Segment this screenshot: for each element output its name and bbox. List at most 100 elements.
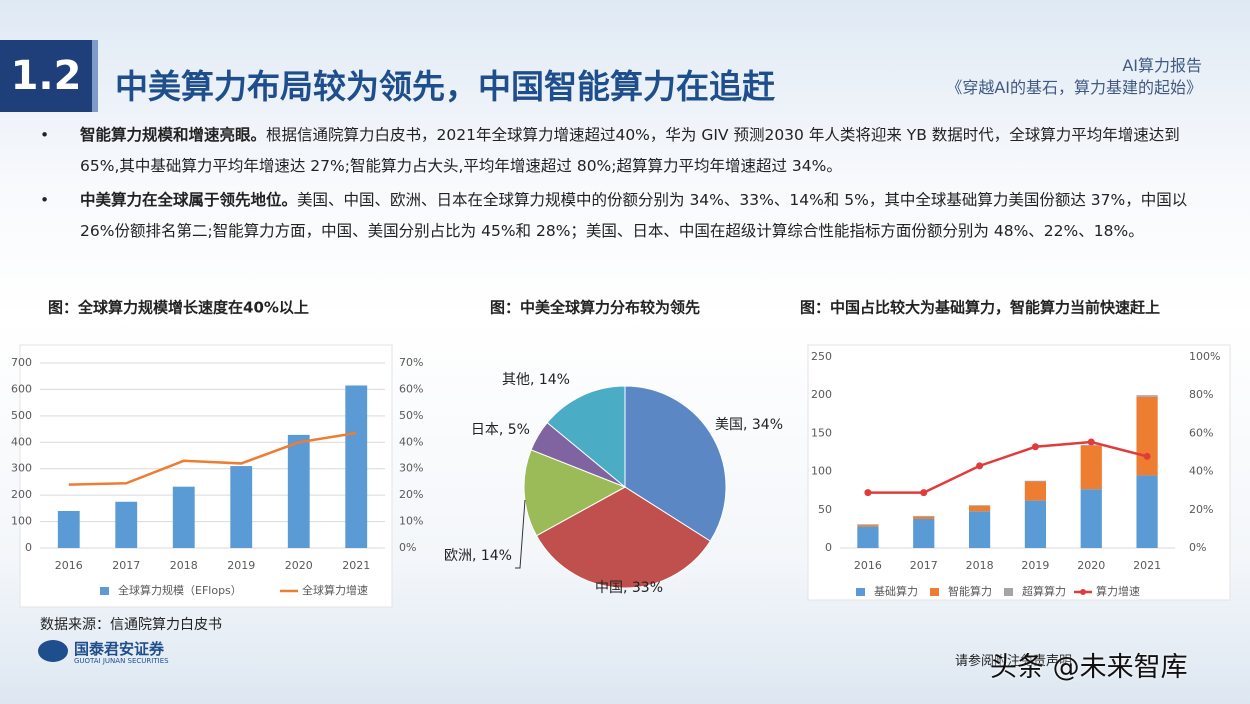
bar — [57, 511, 80, 548]
bar — [1024, 480, 1047, 482]
bar — [230, 466, 253, 548]
bar — [287, 434, 310, 548]
y2-tick-label: 20% — [399, 488, 423, 501]
line — [68, 431, 357, 486]
y2-tick-label: 50% — [399, 409, 423, 422]
y2-tick-label: 40% — [399, 435, 423, 448]
legend-label: 超算算力 — [1022, 584, 1066, 598]
y-tick-label: 150 — [811, 426, 832, 439]
chart-title: 图：全球算力规模增长速度在40%以上 — [48, 299, 309, 317]
company: 国泰君安证券 — [74, 640, 165, 658]
bullet-text: 根据信通院算力白皮书，2021年全球算力增速超过40%，华为 GIV 预测203… — [80, 126, 1180, 175]
chart-title: 图：中美全球算力分布较为领先 — [490, 299, 700, 317]
x-tick-label: 2020 — [1077, 559, 1105, 572]
y2-tick-label: 40% — [1189, 465, 1213, 478]
bullet: • 智能算力规模和增速亮眼。根据信通院算力白皮书，2021年全球算力增速超过40%… — [40, 126, 1180, 175]
report-subtitle: 《穿越AI的基石，算力基建的起始》 — [946, 78, 1202, 97]
chart-title: 图：中国占比较大为基础算力，智能算力当前快速赶上 — [800, 299, 1160, 317]
y2-tick-label: 0% — [1189, 541, 1206, 554]
x-tick-label: 2016 — [854, 559, 882, 572]
y-tick-label: 50 — [818, 503, 832, 516]
bar — [857, 524, 879, 526]
x-tick-label: 2019 — [1021, 559, 1049, 572]
bar — [968, 511, 991, 548]
y2-tick-label: 80% — [1189, 388, 1213, 401]
y2-tick-label: 30% — [399, 462, 423, 475]
chart-frame — [19, 344, 393, 608]
watermark: 头条 @未来智库 — [990, 652, 1188, 683]
line-point — [1087, 438, 1095, 446]
x-tick-label: 2016 — [55, 559, 83, 572]
logo-mark — [38, 640, 68, 662]
legend-label: 全球算力增速 — [302, 583, 368, 597]
bullet-text: 美国、中国、欧洲、日本在全球算力规模中的份额分别为 34%、33%、14%和 5… — [80, 191, 1188, 240]
slice-label: 其他, 14% — [502, 372, 570, 388]
y2-tick-label: 100% — [1189, 350, 1220, 363]
bar — [1136, 396, 1158, 476]
bar — [1136, 475, 1158, 548]
slice-label: 欧洲, 14% — [444, 548, 512, 564]
y-tick-label: 100 — [11, 515, 32, 528]
bar — [913, 515, 935, 517]
y-tick-label: 400 — [11, 435, 32, 448]
x-tick-label: 2020 — [285, 559, 313, 572]
pie-slice — [624, 385, 727, 542]
bar — [913, 518, 935, 548]
line — [867, 440, 1148, 494]
bar — [857, 526, 879, 548]
y-tick-label: 0 — [25, 541, 32, 554]
legend-label: 全球算力规模（EFlops） — [118, 583, 242, 597]
legend-swatch — [1004, 588, 1013, 596]
line-point — [920, 489, 928, 497]
slice-label: 中国, 33% — [595, 580, 663, 596]
section-number: 1.2 — [0, 40, 98, 112]
bullet: • 中美算力在全球属于领先地位。美国、中国、欧洲、日本在全球算力规模中的份额分别为… — [40, 191, 1188, 240]
line-point — [864, 489, 872, 497]
disclaimer: 请参阅附注免责声明 — [955, 654, 1073, 669]
company-en: GUOTAI JUNAN SECURITIES — [74, 657, 169, 665]
slice-label: 日本, 5% — [471, 422, 530, 438]
y-tick-label: 600 — [11, 382, 32, 395]
bar — [1080, 445, 1102, 490]
y-tick-label: 300 — [11, 462, 32, 475]
report-info: AI算力报告 《穿越AI的基石，算力基建的起始》 — [946, 55, 1202, 99]
x-tick-label: 2018 — [170, 559, 198, 572]
bullet-heading: 中美算力在全球属于领先地位。 — [80, 191, 298, 209]
legend-label: 智能算力 — [948, 584, 992, 598]
bar — [1080, 489, 1102, 548]
y2-tick-label: 20% — [1189, 503, 1213, 516]
x-tick-label: 2019 — [227, 559, 255, 572]
leader-line — [515, 499, 526, 569]
legend-label: 算力增速 — [1096, 584, 1140, 598]
bar — [913, 516, 935, 519]
pie-slice — [523, 449, 627, 537]
bar — [172, 486, 195, 548]
pie-slice — [546, 385, 626, 489]
slice-label: 美国, 34% — [715, 417, 783, 433]
legend-swatch — [856, 588, 865, 596]
slide-title: 中美算力布局较为领先，中国智能算力在追赶 — [115, 67, 775, 106]
y-tick-label: 700 — [11, 356, 32, 369]
x-tick-label: 2018 — [966, 559, 994, 572]
y2-tick-label: 60% — [1189, 426, 1213, 439]
chart-frame — [807, 344, 1231, 601]
x-tick-label: 2021 — [1133, 559, 1161, 572]
legend-marker — [1080, 589, 1086, 595]
bar — [1136, 395, 1158, 397]
y2-tick-label: 60% — [399, 382, 423, 395]
bar — [968, 505, 991, 506]
x-tick-label: 2017 — [112, 559, 140, 572]
legend-label: 基础算力 — [874, 584, 918, 598]
bar — [968, 505, 991, 512]
line-point — [1031, 443, 1039, 451]
x-tick-label: 2017 — [910, 559, 938, 572]
y-tick-label: 250 — [811, 350, 832, 363]
y-tick-label: 100 — [811, 465, 832, 478]
y-tick-label: 500 — [11, 409, 32, 422]
y2-tick-label: 10% — [399, 515, 423, 528]
y2-tick-label: 0% — [399, 541, 416, 554]
bar — [1024, 500, 1047, 548]
bullet-heading: 智能算力规模和增速亮眼。 — [80, 126, 267, 144]
